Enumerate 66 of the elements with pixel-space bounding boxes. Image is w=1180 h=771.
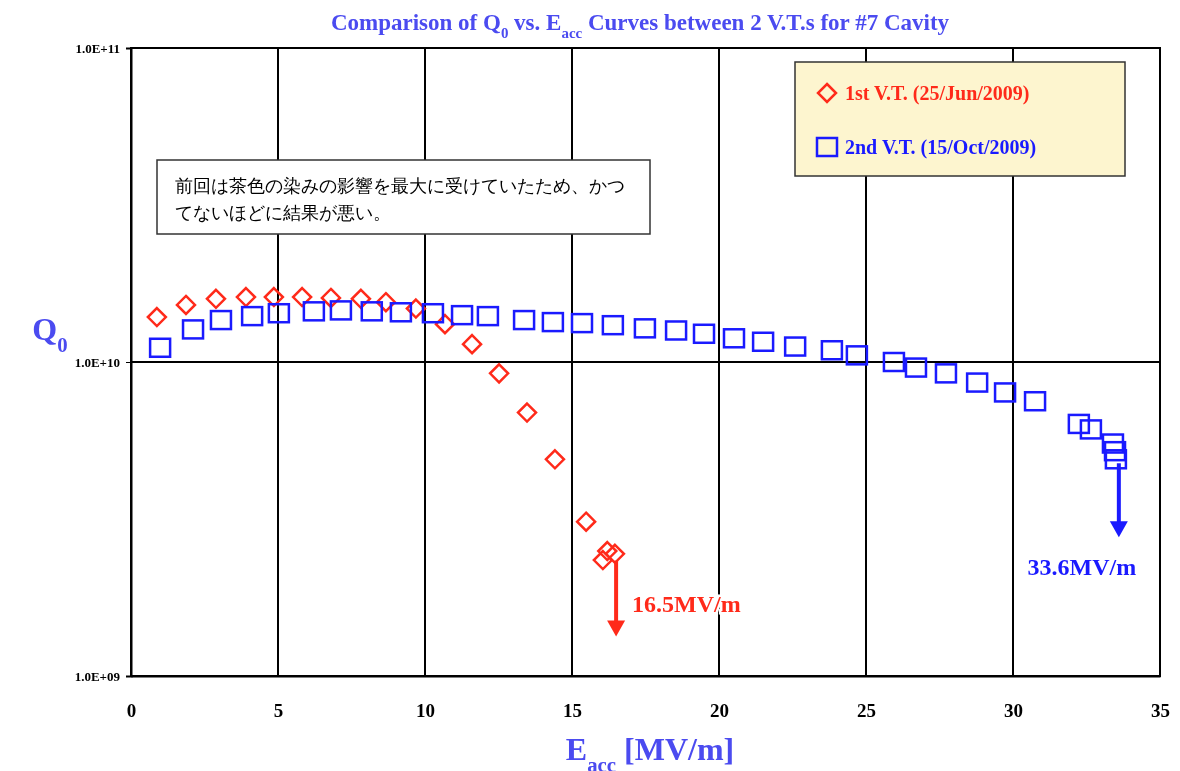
y-tick-label: 1.0E+09 bbox=[74, 668, 121, 684]
annotation: 前回は茶色の染みの影響を最大に受けていたため、かつてないほどに結果が悪い。 bbox=[175, 175, 625, 223]
y-tick-label: 1.0E+11 bbox=[75, 40, 120, 56]
point bbox=[209, 309, 233, 331]
point bbox=[541, 311, 565, 333]
point bbox=[1101, 433, 1125, 454]
point bbox=[1079, 419, 1103, 440]
x-tick-label: 0 bbox=[126, 700, 137, 722]
point bbox=[1067, 413, 1091, 435]
point bbox=[461, 333, 483, 355]
point bbox=[904, 357, 928, 378]
point bbox=[291, 286, 313, 308]
point bbox=[544, 449, 566, 470]
point bbox=[240, 305, 264, 327]
point bbox=[512, 309, 536, 331]
y-tick-label: 1.0E+10 bbox=[74, 354, 120, 370]
point bbox=[993, 382, 1017, 403]
point bbox=[146, 306, 168, 328]
legend-label: 1st V.T. (25/Jun/2009) bbox=[845, 82, 1030, 105]
point bbox=[1103, 440, 1127, 462]
annotation: 33.6MV/m bbox=[1027, 554, 1137, 581]
x-tick-label: 5 bbox=[273, 700, 284, 722]
x-tick-label: 30 bbox=[1004, 700, 1023, 722]
point bbox=[722, 328, 746, 349]
x-tick-label: 20 bbox=[710, 700, 729, 722]
point bbox=[882, 351, 906, 373]
point bbox=[692, 323, 716, 345]
x-tick-label: 15 bbox=[563, 700, 582, 722]
point bbox=[205, 288, 227, 310]
chart-title: Comparison of Q$_{0}$ vs. E$_{acc}$ Curves between 2 V.T.s for #7 Cavity bbox=[330, 10, 950, 41]
point bbox=[934, 363, 958, 384]
point bbox=[783, 336, 807, 357]
point bbox=[329, 300, 353, 321]
point bbox=[965, 372, 989, 393]
point bbox=[421, 302, 445, 324]
point bbox=[175, 294, 197, 316]
point bbox=[488, 363, 510, 384]
x-tick-label: 10 bbox=[416, 700, 435, 722]
point bbox=[1023, 390, 1047, 412]
point bbox=[389, 302, 413, 323]
point bbox=[845, 345, 869, 366]
y-axis-title: Q$_{0}$ bbox=[32, 311, 68, 356]
point bbox=[604, 543, 626, 565]
point bbox=[1104, 449, 1128, 470]
point bbox=[235, 286, 257, 308]
point bbox=[597, 540, 618, 562]
legend-label: 2nd V.T. (15/Oct/2009) bbox=[845, 136, 1037, 159]
x-tick-label: 35 bbox=[1151, 700, 1170, 722]
point bbox=[450, 304, 474, 326]
point bbox=[751, 331, 775, 353]
point bbox=[181, 319, 205, 340]
point bbox=[267, 302, 291, 324]
point bbox=[575, 511, 597, 532]
point bbox=[360, 301, 384, 322]
point bbox=[592, 549, 614, 571]
point bbox=[664, 320, 688, 341]
x-axis-title: E$_{acc}$ [MV/m] bbox=[565, 731, 735, 771]
point bbox=[148, 337, 172, 359]
point bbox=[516, 402, 538, 423]
x-tick-label: 25 bbox=[857, 700, 876, 722]
point bbox=[633, 318, 657, 339]
point bbox=[820, 340, 844, 361]
point bbox=[476, 305, 500, 327]
point bbox=[601, 314, 625, 336]
point bbox=[570, 312, 594, 334]
point bbox=[302, 301, 326, 322]
